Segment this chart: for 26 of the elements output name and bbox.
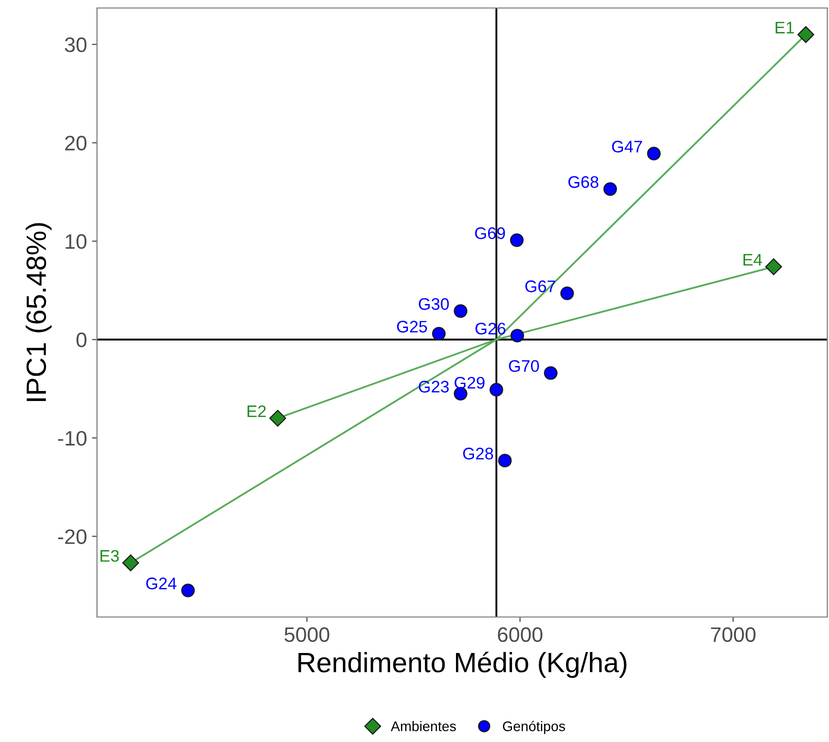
data-label: G70 bbox=[508, 360, 539, 372]
y-tick-label: 20 bbox=[65, 136, 86, 151]
data-label: G29 bbox=[454, 376, 484, 389]
y-tick-label: -20 bbox=[58, 529, 86, 544]
data-label: G28 bbox=[463, 448, 494, 460]
x-tick-label: 6000 bbox=[498, 627, 542, 642]
data-label: G47 bbox=[612, 140, 642, 153]
data-label: E1 bbox=[776, 22, 794, 34]
data-label: G30 bbox=[418, 298, 449, 310]
y-axis-title: IPC1 (65.48%) bbox=[26, 223, 52, 402]
x-axis-title: Rendimento Médio (Kg/ha) bbox=[298, 652, 626, 678]
y-tick-label: 0 bbox=[76, 332, 86, 348]
y-tick-label: -10 bbox=[58, 430, 86, 446]
legend-label: Ambientes bbox=[390, 721, 456, 732]
y-tick-label: 10 bbox=[66, 234, 86, 249]
data-label: E2 bbox=[248, 405, 266, 418]
x-tick-label: 7000 bbox=[711, 627, 756, 642]
data-label: G68 bbox=[568, 176, 598, 188]
data-label: E3 bbox=[100, 550, 119, 562]
data-label: E4 bbox=[744, 254, 762, 266]
data-label: G23 bbox=[418, 380, 449, 393]
y-tick-label: 30 bbox=[64, 37, 86, 52]
data-label: G25 bbox=[397, 320, 428, 333]
x-tick-label: 5000 bbox=[284, 627, 330, 642]
legend-label: Genótipos bbox=[502, 720, 566, 734]
data-label: G24 bbox=[146, 578, 176, 590]
